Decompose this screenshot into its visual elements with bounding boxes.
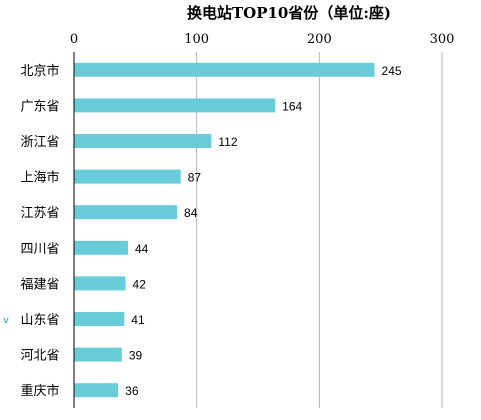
bar [74, 276, 126, 291]
data-label: 164 [282, 99, 302, 113]
category-label: 重庆市 [20, 383, 59, 399]
x-tick-label: 100 [184, 32, 209, 47]
data-label: 41 [131, 313, 145, 327]
bar [74, 312, 125, 326]
data-label: 44 [135, 242, 149, 256]
data-label: 39 [129, 349, 143, 363]
data-label: 112 [218, 135, 237, 149]
category-label: 福建省 [20, 277, 59, 292]
category-label: 江苏省 [20, 205, 59, 221]
x-tick-label: 300 [430, 32, 455, 47]
category-label: 四川省 [20, 242, 59, 257]
data-label: 84 [184, 206, 198, 220]
chart-title: 换电站TOP10省份（单位:座) [187, 4, 391, 22]
bar [74, 347, 122, 362]
bar [74, 205, 178, 220]
data-label: 87 [188, 171, 202, 185]
data-label: 36 [125, 384, 139, 398]
bar [74, 383, 119, 398]
x-tick-label: 0 [70, 32, 78, 47]
x-tick-label: 200 [307, 32, 332, 47]
bar [74, 169, 181, 184]
category-label: 浙江省 [20, 135, 59, 150]
category-label: 山东省 [20, 313, 59, 328]
side-mark: v [3, 315, 9, 326]
data-label: 245 [382, 64, 402, 78]
x-tick-labels: 0 100 200 300 [70, 32, 455, 47]
bar [74, 62, 375, 77]
category-label: 上海市 [20, 170, 59, 186]
data-labels: 245 164 112 87 84 44 42 41 39 36 [125, 64, 402, 398]
category-label: 河北省 [20, 349, 59, 364]
bar [74, 134, 212, 148]
bars [74, 62, 375, 398]
category-label: 北京市 [20, 63, 59, 79]
bar [74, 98, 276, 113]
bar [74, 240, 128, 255]
category-label: 广东省 [20, 99, 59, 114]
data-label: 42 [133, 277, 147, 291]
